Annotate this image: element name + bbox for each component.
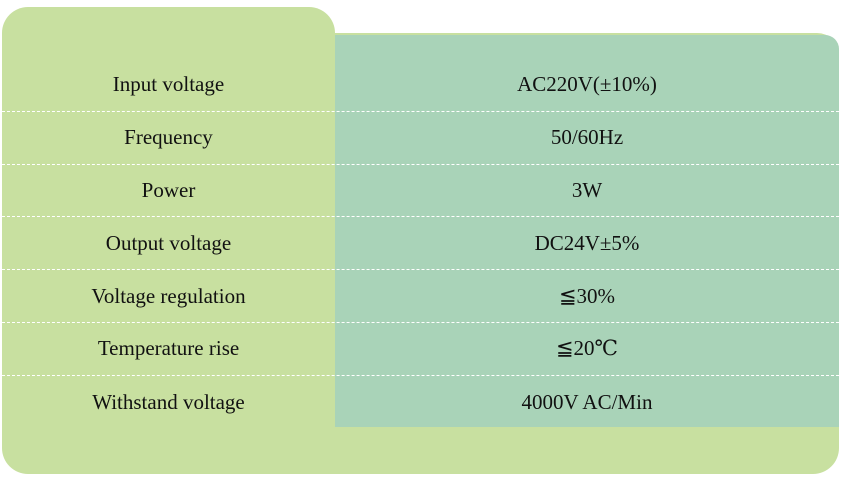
spec-name: Temperature rise bbox=[97, 336, 240, 361]
spec-row-frequency: Frequency 50/60Hz bbox=[2, 112, 839, 165]
spec-name: Voltage regulation bbox=[91, 283, 246, 308]
spec-row-power: Power 3W bbox=[2, 165, 839, 218]
spec-value: 3W bbox=[571, 177, 603, 202]
spec-value: 50/60Hz bbox=[550, 125, 624, 150]
spec-row-voltage-regulation: Voltage regulation ≦30% bbox=[2, 270, 839, 323]
spec-name: Power bbox=[141, 177, 196, 202]
spec-value: ≦20℃ bbox=[555, 336, 619, 361]
value-column-panel bbox=[335, 35, 839, 427]
spec-row-input-voltage: Input voltage AC220V(±10%) bbox=[2, 59, 839, 112]
spec-name: Output voltage bbox=[105, 230, 232, 255]
spec-row-temperature-rise: Temperature rise ≦20℃ bbox=[2, 323, 839, 376]
spec-row-withstand-voltage: Withstand voltage 4000V AC/Min bbox=[2, 376, 839, 429]
spec-value: 4000V AC/Min bbox=[521, 389, 653, 414]
spec-name: Withstand voltage bbox=[92, 389, 245, 414]
spec-value: DC24V±5% bbox=[534, 230, 640, 255]
spec-card: Input voltage AC220V(±10%) Frequency 50/… bbox=[2, 7, 839, 474]
spec-value: AC220V(±10%) bbox=[517, 72, 657, 97]
spec-name: Input voltage bbox=[112, 72, 225, 97]
spec-row-output-voltage: Output voltage DC24V±5% bbox=[2, 217, 839, 271]
spec-table: Input voltage AC220V(±10%) Frequency 50/… bbox=[2, 59, 839, 429]
spec-value: ≦30% bbox=[558, 283, 616, 308]
spec-name: Frequency bbox=[124, 125, 213, 150]
